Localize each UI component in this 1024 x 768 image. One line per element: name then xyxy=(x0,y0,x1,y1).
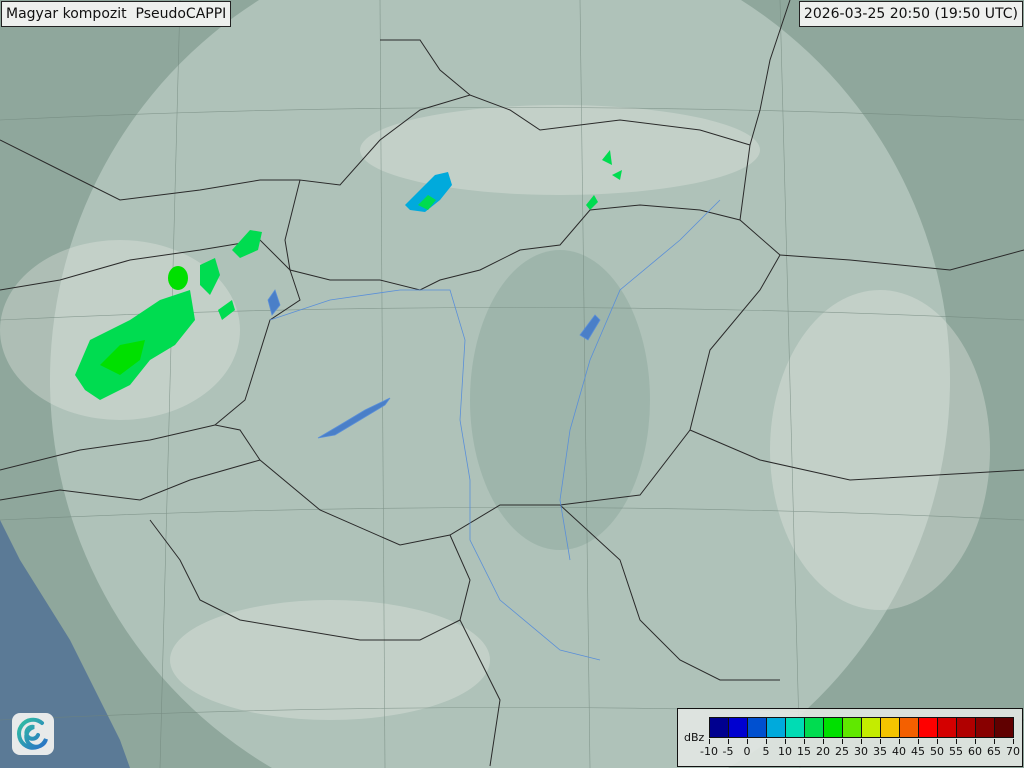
hungary-border xyxy=(213,204,781,546)
legend-tick-label: 60 xyxy=(968,745,982,758)
legend-tick xyxy=(842,739,843,744)
legend-bin xyxy=(938,718,957,737)
legend-tick-label: 5 xyxy=(762,745,770,758)
czech-border xyxy=(0,39,471,201)
legend-tick xyxy=(937,739,938,744)
legend-tick xyxy=(899,739,900,744)
echo-north-west xyxy=(232,230,262,258)
legend-tick xyxy=(880,739,881,744)
legend-tick-label: -5 xyxy=(722,745,734,758)
legend-tick-label: 15 xyxy=(797,745,811,758)
lakes-and-rivers xyxy=(267,199,721,661)
lake-neusiedl xyxy=(267,289,281,316)
legend-tick-label: 40 xyxy=(892,745,906,758)
legend-tick-label: 65 xyxy=(987,745,1001,758)
legend-bin xyxy=(881,718,900,737)
product-title: Magyar kompozit PseudoCAPPI xyxy=(1,1,232,27)
serbia-border xyxy=(449,504,780,767)
echo-slovakia-blue xyxy=(405,172,452,212)
echo-west-core xyxy=(100,340,145,375)
radar-echoes xyxy=(75,150,622,400)
legend-tick xyxy=(1013,739,1014,744)
legend-bin xyxy=(900,718,919,737)
legend-tick-label: -10 xyxy=(700,745,718,758)
radar-coverage-area xyxy=(49,0,951,768)
legend-tick xyxy=(994,739,995,744)
adriatic-sea xyxy=(0,520,130,768)
legend-bin xyxy=(710,718,729,737)
legend-bin xyxy=(786,718,805,737)
legend-color-bar xyxy=(709,717,1014,738)
legend-bin xyxy=(862,718,881,737)
legend-tick xyxy=(956,739,957,744)
tisza-river xyxy=(559,199,721,561)
legend-tick xyxy=(823,739,824,744)
legend-bin xyxy=(748,718,767,737)
legend-tick xyxy=(766,739,767,744)
timestamp-label: 2026-03-25 20:50 (19:50 UTC) xyxy=(798,1,1023,27)
echo-east-2 xyxy=(612,170,622,180)
austria-border xyxy=(0,239,291,471)
legend-bin xyxy=(843,718,862,737)
legend-tick-label: 50 xyxy=(930,745,944,758)
croatia-border xyxy=(0,459,461,641)
legend-tick xyxy=(785,739,786,744)
legend-tick-label: 45 xyxy=(911,745,925,758)
echo-west-cell xyxy=(168,266,188,290)
lake-tisza xyxy=(579,314,601,341)
legend-tick xyxy=(728,739,729,744)
legend-tick-label: 30 xyxy=(854,745,868,758)
legend-unit: dBz xyxy=(684,731,705,744)
legend-tick xyxy=(747,739,748,744)
legend-bin xyxy=(805,718,824,737)
echo-west-band xyxy=(200,258,220,295)
legend-bin xyxy=(976,718,995,737)
legend-tick-label: 70 xyxy=(1006,745,1020,758)
echo-east-3 xyxy=(586,195,598,210)
legend-tick-label: 25 xyxy=(835,745,849,758)
echo-east-1 xyxy=(602,150,612,165)
legend-bin xyxy=(919,718,938,737)
swirl-logo-icon[interactable] xyxy=(12,713,54,755)
legend-bin xyxy=(824,718,843,737)
dbz-legend: dBz -10 -5 0 5 10 15 20 25 30 35 40 45 50 55 60 65 70 xyxy=(677,708,1023,767)
legend-tick xyxy=(861,739,862,744)
echo-small xyxy=(218,300,235,320)
legend-ticks: -10 -5 0 5 10 15 20 25 30 35 40 45 50 55 60 65 70 xyxy=(700,739,1020,761)
lake-balaton xyxy=(317,397,391,439)
legend-bin xyxy=(767,718,786,737)
legend-tick-label: 55 xyxy=(949,745,963,758)
legend-tick-label: 20 xyxy=(816,745,830,758)
echo-slovakia-green xyxy=(418,195,436,210)
danube-river xyxy=(269,289,601,661)
legend-bin xyxy=(957,718,976,737)
romania-border xyxy=(689,429,1024,481)
legend-bin xyxy=(729,718,748,737)
legend-bin xyxy=(995,718,1013,737)
legend-tick xyxy=(918,739,919,744)
legend-tick-label: 0 xyxy=(743,745,751,758)
legend-tick xyxy=(804,739,805,744)
legend-tick xyxy=(975,739,976,744)
legend-tick-label: 10 xyxy=(778,745,792,758)
legend-tick xyxy=(709,739,710,744)
legend-tick-label: 35 xyxy=(873,745,887,758)
ukraine-border xyxy=(749,0,1024,271)
